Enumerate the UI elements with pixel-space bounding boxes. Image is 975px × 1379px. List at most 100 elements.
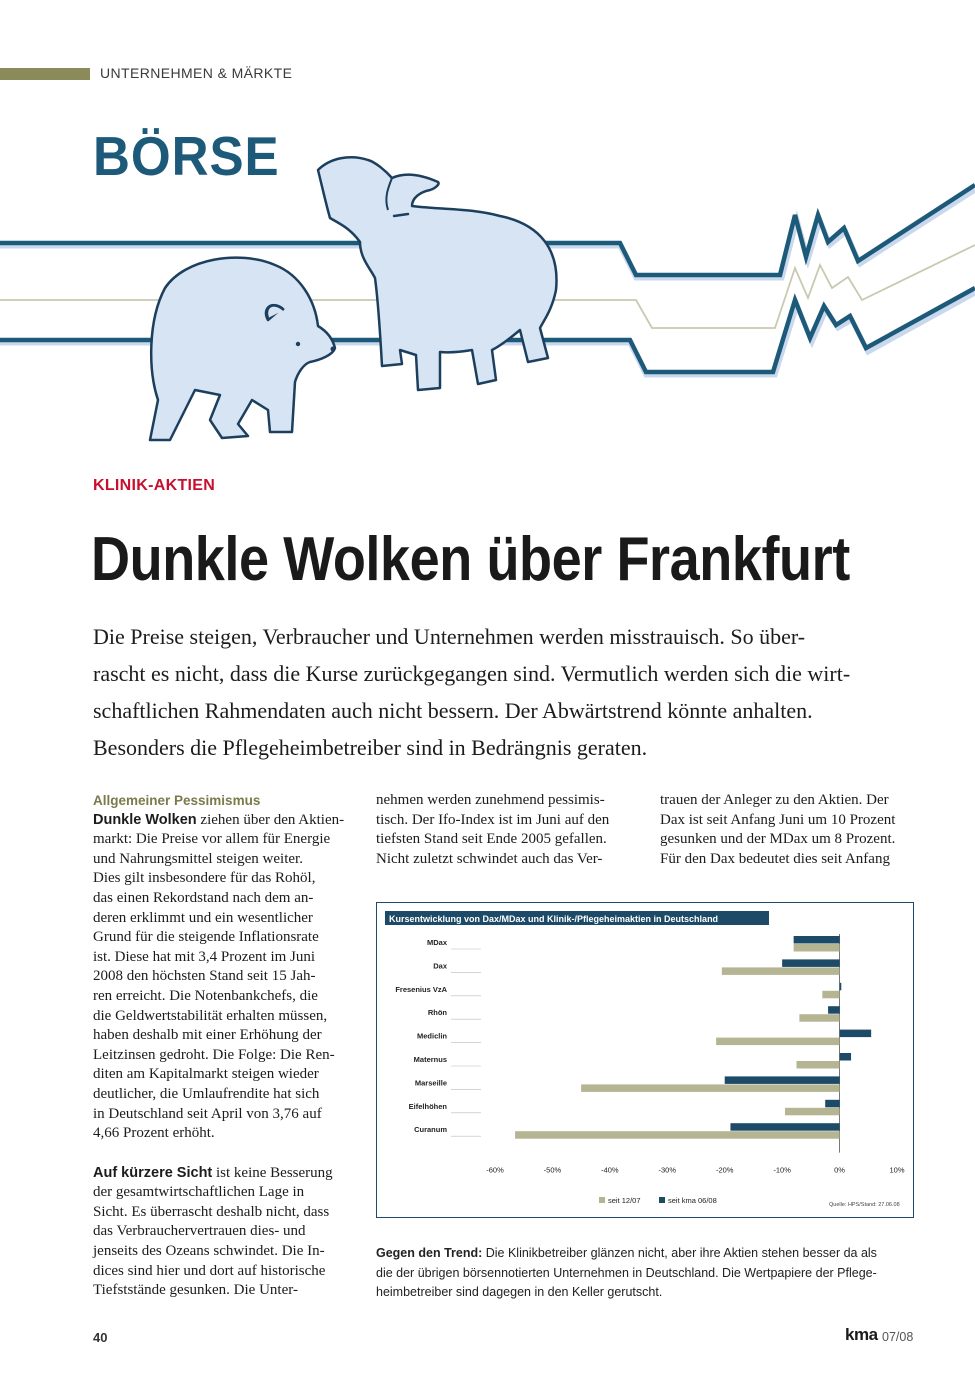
body-line: ren erreicht. Die Notenbankchefs, die — [93, 987, 318, 1004]
bar-seit-12-07 — [581, 1084, 840, 1092]
article-lead: Die Preise steigen, Verbraucher und Unte… — [93, 618, 893, 766]
body-column-3: trauen der Anleger zu den Aktien. Der Da… — [660, 791, 920, 869]
body-line: das einen Rekordstand nach dem an- — [93, 889, 314, 906]
category-label: Fresenius VzA — [395, 985, 447, 994]
legend-label-seit-12-07: seit 12/07 — [608, 1196, 641, 1205]
tick-label: -20% — [716, 1166, 734, 1175]
chart-source: Quelle: HPS/Stand: 27.06.08 — [829, 1202, 900, 1208]
body-line: Sicht. Es überrascht deshalb nicht, dass — [93, 1203, 330, 1220]
bar-seit-12-07 — [785, 1107, 840, 1116]
body-line: Dax ist seit Anfang Juni um 10 Prozent — [660, 811, 896, 828]
bar-seit-12-07 — [721, 967, 840, 975]
body-line: tisch. Der Ifo-Index ist im Juni auf den — [376, 811, 610, 828]
tick-label: -30% — [659, 1166, 677, 1175]
category-label: MDax — [427, 938, 448, 947]
bar-seit-12-07 — [822, 990, 840, 999]
bar-seit-kma — [828, 1006, 840, 1014]
body-line: 2008 den höchsten Stand seit 15 Jah- — [93, 968, 316, 985]
body-line: diten am Kapitalmarkt steigen wieder — [93, 1066, 319, 1083]
category-label: Eifelhöhen — [409, 1102, 448, 1111]
bull-figure — [316, 156, 558, 392]
body-line: deutlicher, die Umlaufrendite hat sich — [93, 1085, 320, 1102]
body-line: Nicht zuletzt schwindet auch das Ver- — [376, 850, 603, 867]
tick-label: -50% — [544, 1166, 562, 1175]
category-label: Marseille — [415, 1078, 447, 1087]
body-line: Dies gilt insbesondere für das Rohöl, — [93, 870, 316, 887]
body-line: tiefsten Stand seit Ende 2005 gefallen. — [376, 831, 607, 848]
category-label: Maternus — [414, 1055, 447, 1064]
bar-seit-12-07 — [796, 1061, 840, 1069]
bar-seit-kma — [793, 936, 840, 944]
lead-in: Auf kürzere Sicht — [93, 1164, 213, 1181]
caption-line: heimbetreiber sind dagegen in den Keller… — [376, 1285, 663, 1299]
category-label: Curanum — [414, 1125, 447, 1134]
lead-in: Dunkle Wolken — [93, 811, 197, 828]
chart-bars — [515, 936, 872, 1139]
article-headline: Dunkle Wolken über Frankfurt — [91, 525, 850, 594]
stock-trend-lines — [0, 183, 975, 378]
subhead: Allgemeiner Pessimismus — [93, 793, 261, 808]
lead-line: Die Preise steigen, Verbraucher und Unte… — [93, 624, 806, 649]
brand-logo: kma — [845, 1325, 878, 1344]
body-line: Grund für die steigende Inflationsrate — [93, 929, 319, 946]
category-label: Dax — [433, 961, 448, 970]
caption-line: Die Klinikbetreiber glänzen nicht, aber … — [482, 1246, 877, 1260]
tick-label: -10% — [773, 1166, 791, 1175]
body-line: 4,66 Prozent erhöht. — [93, 1125, 215, 1142]
tick-label: 10% — [889, 1166, 904, 1175]
tick-label: 0% — [834, 1166, 845, 1175]
body-line: haben deshalb mit einer Erhöhung der — [93, 1027, 322, 1044]
body-line: Für den Dax bedeutet dies seit Anfang — [660, 850, 890, 867]
stock-performance-chart: Kursentwicklung von Dax/MDax und Klinik-… — [385, 911, 905, 1208]
body-line: gesunken und der MDax um 8 Prozent. — [660, 831, 896, 848]
tick-label: -40% — [601, 1166, 619, 1175]
bar-seit-kma — [730, 1123, 840, 1131]
lead-line: Besonders die Pflegeheimbetreiber sind i… — [93, 735, 648, 760]
body-line: in Deutschland seit April von 3,76 auf — [93, 1105, 322, 1122]
section-color-bar — [0, 68, 90, 80]
chart-caption: Gegen den Trend: Die Klinikbetreiber glä… — [376, 1244, 921, 1303]
bar-seit-kma — [782, 959, 840, 967]
caption-line: die der übrigen börsennotierten Unterneh… — [376, 1265, 877, 1280]
body-column-1: Allgemeiner Pessimismus Dunkle Wolken zi… — [93, 791, 351, 1301]
bar-seit-kma — [839, 982, 842, 991]
chart-category-labels: MDax Dax Fresenius VzA Rhön Mediclin Maternus… — [395, 938, 448, 1134]
body-column-2: nehmen werden zunehmend pessimis- tisch.… — [376, 791, 634, 869]
chart-title: Kursentwicklung von Dax/MDax und Klinik-… — [389, 914, 718, 924]
section-label: UNTERNEHMEN & MÄRKTE — [100, 65, 293, 81]
body-line: und Nahrungsmittel steigen weiter. — [93, 850, 303, 867]
bear-figure — [148, 256, 337, 442]
issue-number: 07/08 — [882, 1330, 914, 1344]
body-line: der gesamtwirtschaftlichen Lage in — [93, 1184, 305, 1201]
body-line: Tiefststände gesunken. Die Unter- — [93, 1282, 298, 1299]
article-kicker: KLINIK-AKTIEN — [93, 477, 216, 494]
body-line: ist keine Besserung — [212, 1164, 333, 1181]
body-line: die Geldwertstabilität erhalten müssen, — [93, 1007, 328, 1024]
body-line: jenseits des Ozeans schwindet. Die In- — [93, 1243, 325, 1260]
body-line: das Verbrauchervertrauen dies- und — [93, 1223, 306, 1240]
body-line: dices sind hier und dort auf historische — [93, 1262, 326, 1279]
page-number: 40 — [93, 1330, 108, 1345]
chart-tick-labels: -60% -50% -40% -30% -20% -10% 0% 10% — [486, 1166, 905, 1175]
category-label: Rhön — [428, 1008, 448, 1017]
bar-seit-kma — [839, 1053, 852, 1061]
chart-title-bar — [385, 911, 769, 925]
body-line: nehmen werden zunehmend pessimis- — [376, 792, 605, 808]
bar-seit-12-07 — [515, 1131, 840, 1139]
legend-label-seit-kma: seit kma 06/08 — [668, 1196, 717, 1205]
page-title: BÖRSE — [93, 125, 280, 187]
legend-swatch-seit-kma — [659, 1197, 665, 1203]
bar-seit-kma — [839, 1029, 872, 1038]
bar-seit-kma — [825, 1099, 840, 1108]
bar-seit-12-07 — [793, 944, 840, 952]
lead-line: schaftlichen Rahmendaten auch nicht bess… — [93, 698, 813, 723]
body-line: markt: Die Preise vor allem für Energie — [93, 831, 331, 848]
legend-swatch-seit-12-07 — [599, 1197, 605, 1203]
body-line: trauen der Anleger zu den Aktien. Der — [660, 792, 889, 808]
body-line: deren erklimmt und ein wesentlicher — [93, 909, 313, 926]
body-line: ziehen über den Aktien- — [196, 811, 345, 828]
bar-seit-12-07 — [799, 1014, 840, 1022]
bull-and-bear-illustration — [0, 156, 975, 442]
category-label: Mediclin — [417, 1032, 447, 1041]
caption-lead-in: Gegen den Trend: — [376, 1246, 483, 1260]
